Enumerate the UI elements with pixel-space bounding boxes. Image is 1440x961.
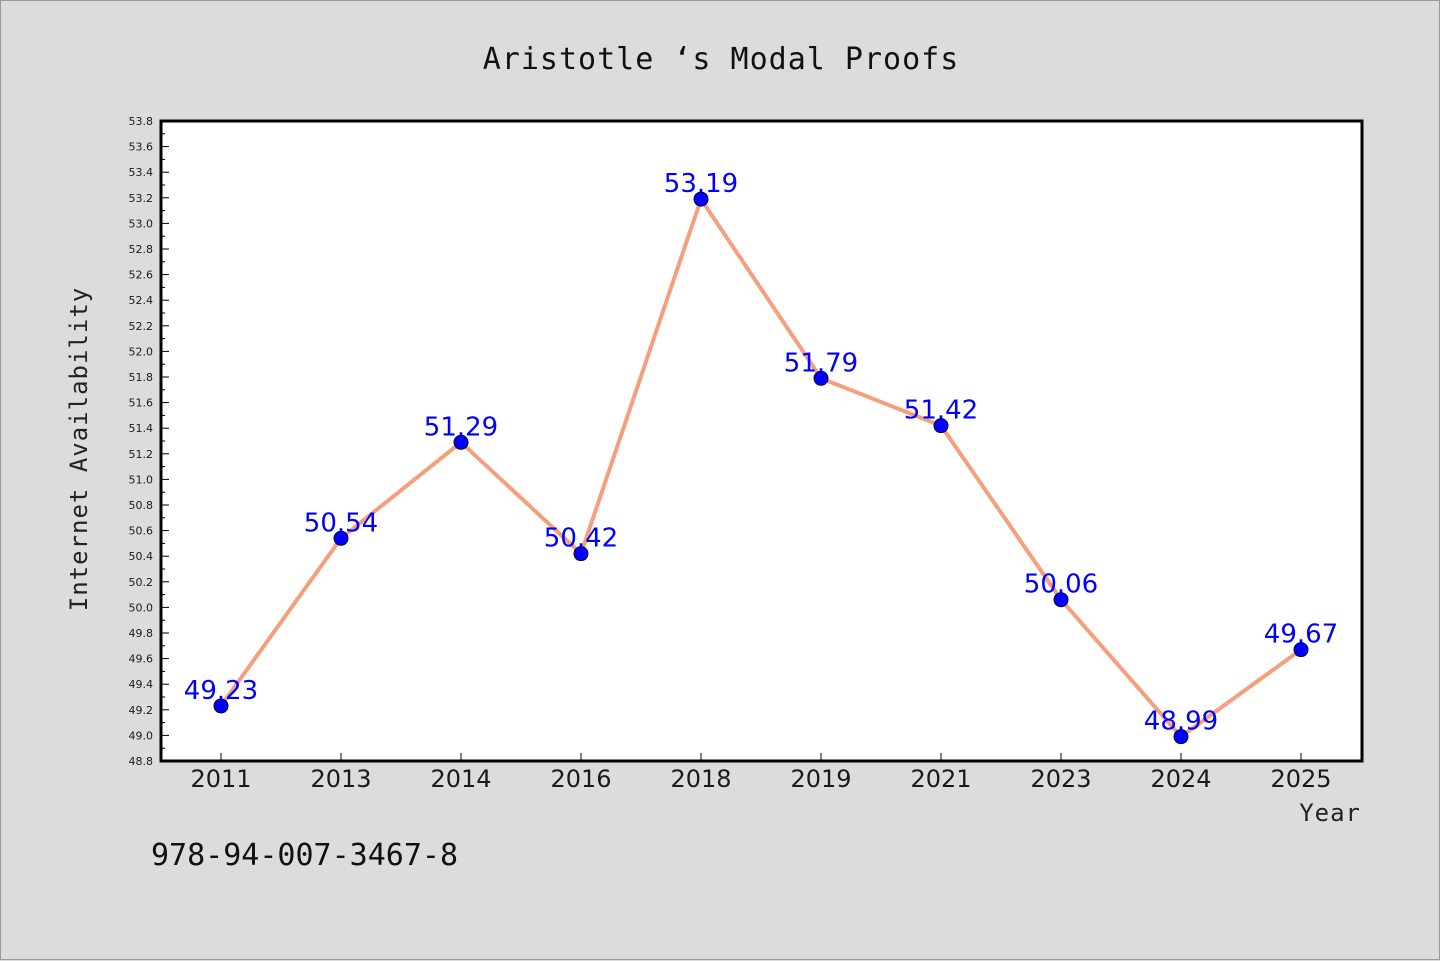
x-axis-label: Year xyxy=(1299,799,1361,827)
y-tick-label: 52.8 xyxy=(129,243,154,256)
y-tick-label: 50.8 xyxy=(129,499,154,512)
y-tick-label: 52.6 xyxy=(129,269,154,282)
y-tick-label: 50.6 xyxy=(129,525,154,538)
y-tick-label: 49.6 xyxy=(129,653,154,666)
data-label: 49.67 xyxy=(1264,620,1338,650)
data-point xyxy=(1173,729,1189,745)
isbn-annotation: 978-94-007-3467-8 xyxy=(151,838,458,873)
data-point xyxy=(573,546,589,562)
y-tick-label: 52.2 xyxy=(129,320,154,333)
data-label: 51.29 xyxy=(424,412,498,442)
x-tick-label: 2011 xyxy=(190,765,251,793)
x-tick-label: 2013 xyxy=(310,765,371,793)
y-axis-label: Internet Availability xyxy=(65,287,93,611)
y-tick-label: 48.8 xyxy=(129,755,154,768)
data-point xyxy=(1053,592,1069,608)
x-tick-label: 2021 xyxy=(910,765,971,793)
data-label: 48.99 xyxy=(1144,707,1218,737)
y-tick-label: 51.6 xyxy=(129,397,154,410)
y-tick-label: 49.4 xyxy=(129,678,154,691)
x-tick-label: 2016 xyxy=(550,765,611,793)
y-axis-ticks: 48.8 49.0 49.2 49.4 49.6 49.8 50.0 50.2 50.4 50.6… xyxy=(129,115,169,768)
y-tick-label: 50.0 xyxy=(129,601,154,614)
y-tick-label: 53.6 xyxy=(129,141,154,154)
data-point xyxy=(453,434,469,450)
y-tick-label: 53.4 xyxy=(129,166,154,179)
data-label: 49.23 xyxy=(184,676,258,706)
series-layer: 49.23 50.54 51.29 50.42 53.19 51.79 51.42 50.06… xyxy=(184,169,1338,745)
data-point xyxy=(693,191,709,207)
x-tick-label: 2018 xyxy=(670,765,731,793)
y-tick-label: 51.2 xyxy=(129,448,154,461)
y-tick-label: 51.4 xyxy=(129,422,154,435)
data-point xyxy=(813,370,829,386)
chart-title: Aristotle ‘s Modal Proofs xyxy=(483,42,960,77)
y-tick-label: 49.0 xyxy=(129,729,154,742)
data-label: 50.54 xyxy=(304,508,378,538)
plot-area xyxy=(159,119,1364,763)
y-tick-label: 52.4 xyxy=(129,294,154,307)
y-tick-label: 52.0 xyxy=(129,345,154,358)
y-tick-label: 53.8 xyxy=(129,115,154,128)
data-point xyxy=(1293,642,1309,658)
data-point xyxy=(213,698,229,714)
x-tick-label: 2024 xyxy=(1150,765,1211,793)
data-label: 51.79 xyxy=(784,348,858,378)
x-tick-label: 2025 xyxy=(1270,765,1331,793)
x-axis-ticks: 2011 2013 2014 2016 2018 2019 2021 2023 2024 2025 xyxy=(190,753,1332,793)
y-tick-label: 49.8 xyxy=(129,627,154,640)
y-tick-label: 50.4 xyxy=(129,550,154,563)
series-line xyxy=(219,197,1303,739)
data-point xyxy=(333,530,349,546)
data-label: 53.19 xyxy=(664,169,738,199)
y-tick-label: 50.2 xyxy=(129,576,154,589)
y-tick-label: 49.2 xyxy=(129,704,154,717)
y-tick-label: 53.2 xyxy=(129,192,154,205)
x-tick-label: 2014 xyxy=(430,765,491,793)
data-point xyxy=(933,418,949,434)
y-tick-label: 51.8 xyxy=(129,371,154,384)
data-label: 50.06 xyxy=(1024,570,1098,600)
x-tick-label: 2023 xyxy=(1030,765,1091,793)
data-label: 50.42 xyxy=(544,524,618,554)
y-tick-label: 51.0 xyxy=(129,473,154,486)
x-tick-label: 2019 xyxy=(790,765,851,793)
y-tick-label: 53.0 xyxy=(129,217,154,230)
data-label: 51.42 xyxy=(904,396,978,426)
